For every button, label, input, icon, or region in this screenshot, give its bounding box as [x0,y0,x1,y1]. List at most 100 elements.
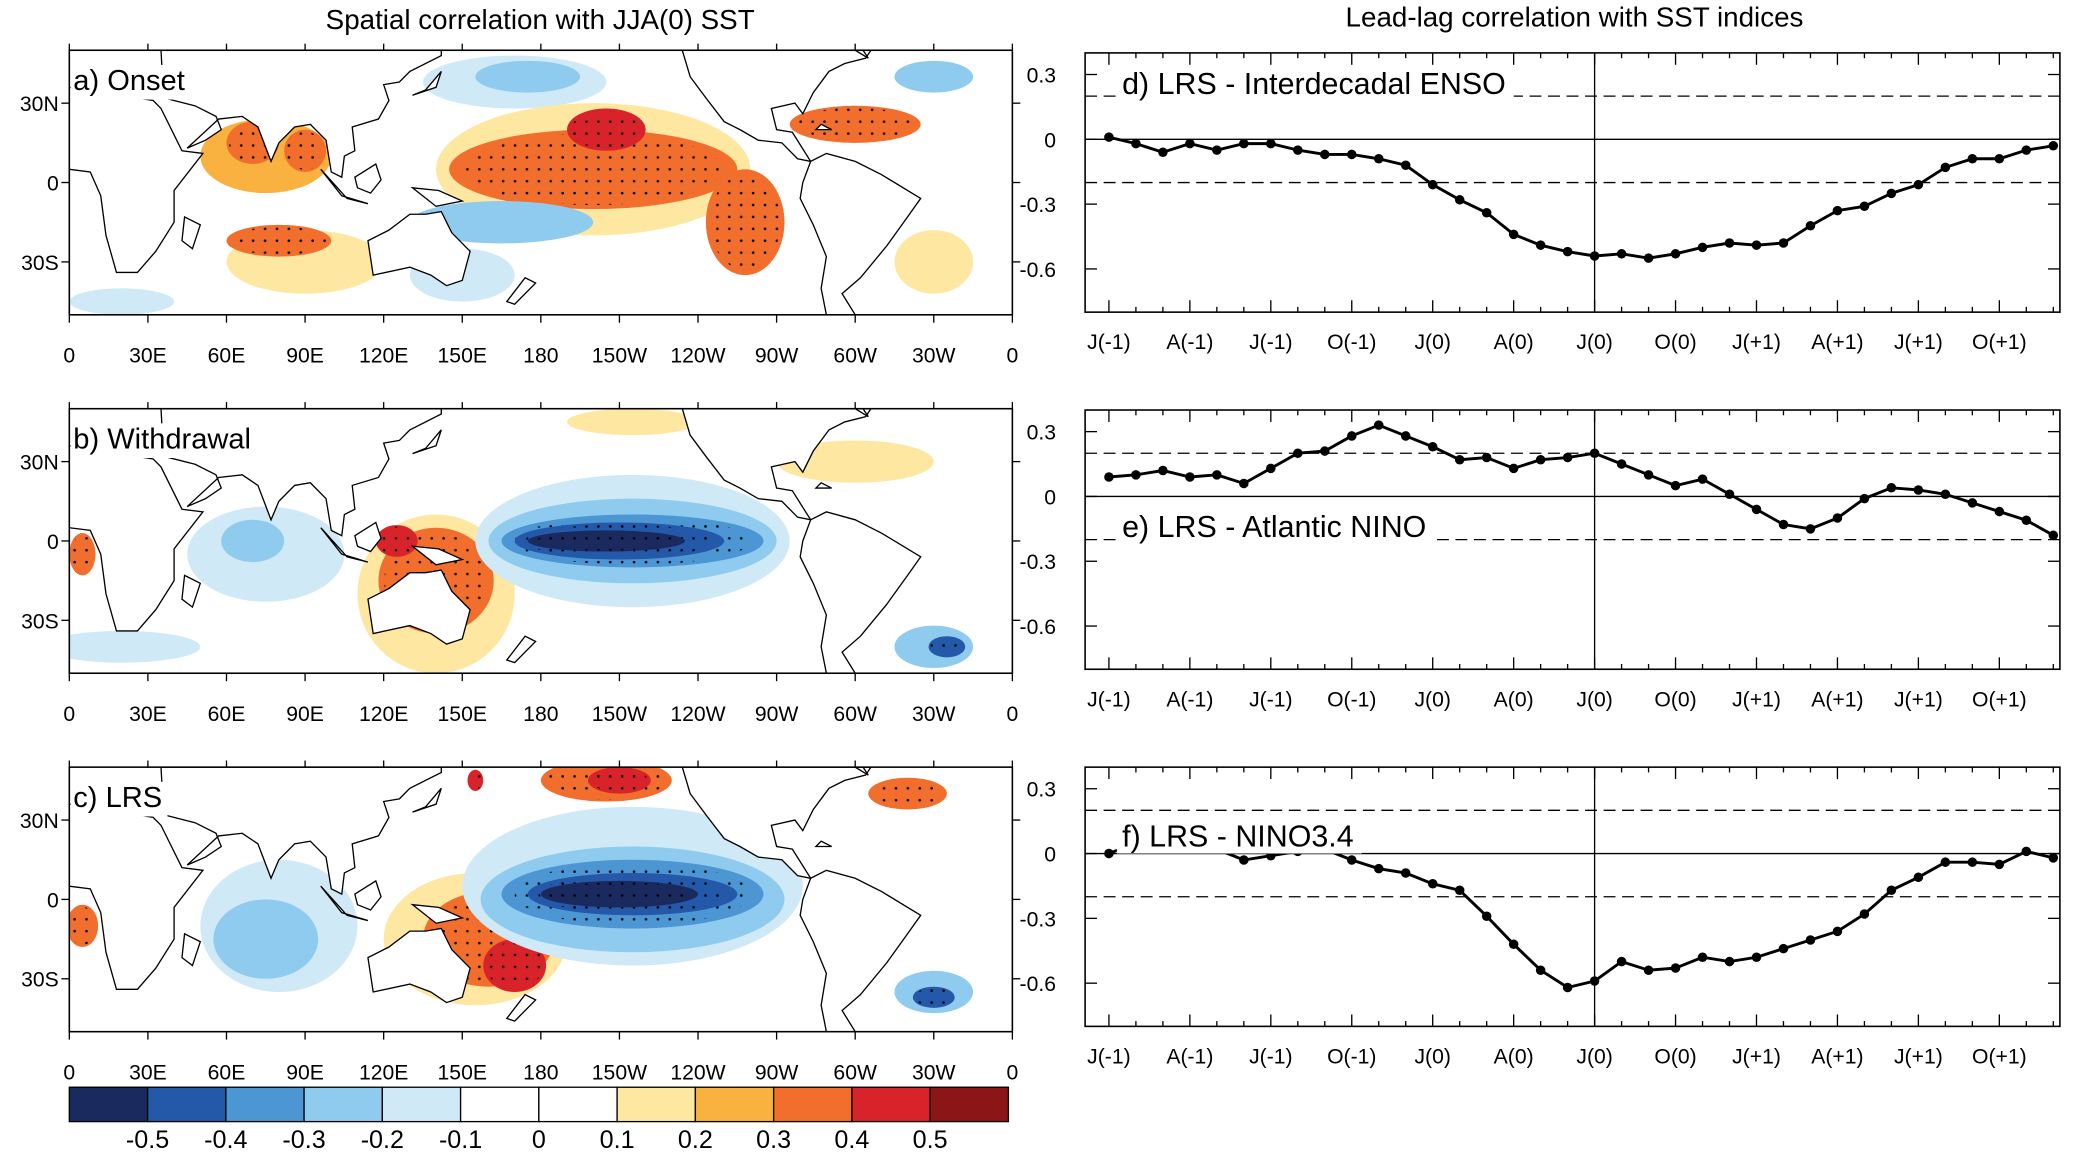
stipple [872,779,943,808]
anomaly [894,230,974,294]
data-point [1427,441,1438,452]
x-tick-label: A(0) [1494,331,1534,354]
data-point [1859,909,1870,919]
x-tick-label: O(-1) [1327,331,1376,354]
x-tick-label: A(-1) [1166,688,1213,711]
data-point [1751,504,1762,515]
colorbar-box [303,1086,384,1123]
stipple [286,131,324,170]
stipple [486,941,543,990]
x-tick-label: 150E [438,1061,487,1084]
title-bg [70,64,191,100]
colorbar-box [68,1086,149,1123]
colorbar-box [381,1086,462,1123]
x-tick-label: O(+1) [1972,331,2027,354]
land [505,276,537,305]
data-point [1508,229,1519,240]
title-bg [1116,509,1435,544]
land [367,927,471,1004]
data-point [1535,454,1546,465]
land [799,511,922,674]
data-point [1805,935,1816,945]
data-point [1967,154,1978,164]
data-point [1320,149,1330,160]
x-tick-label: J(-1) [1087,688,1130,711]
x-tick-label: 0 [1006,703,1018,726]
data-point [1562,246,1573,257]
x-tick-label: J(0) [1414,331,1450,354]
colorbar-box [694,1086,775,1123]
data-point [1400,431,1411,441]
data-point [1886,188,1897,199]
x-tick-label: 60E [208,1061,246,1084]
data-point [1967,498,1978,508]
x-tick-label: 120E [359,1061,408,1084]
data-point [1670,249,1681,259]
data-point [1427,879,1438,889]
land [814,481,832,489]
data-point [1778,519,1789,530]
x-tick-label: J(0) [1576,331,1612,354]
data-point [1697,952,1708,963]
stipple [930,637,964,657]
colorbar-box [851,1086,931,1123]
data-point [1454,885,1465,896]
panel-title: a) Onset [73,65,185,97]
series-line [1108,841,2054,990]
land [681,767,872,880]
data-point [2048,141,2059,151]
land [814,123,832,131]
x-tick-label: 30E [129,1061,167,1084]
land [410,186,465,208]
colorbar-box [225,1086,305,1123]
colorbar-box [146,1086,227,1123]
land [160,50,442,179]
y-tick-label: 0.3 [1027,779,1056,802]
data-point [1616,249,1627,259]
y-tick-label: 0.3 [1027,422,1056,445]
data-point [1562,982,1573,993]
data-point [1104,472,1114,482]
data-point [1562,452,1573,463]
land [505,993,537,1022]
land [853,767,869,776]
data-point [1347,149,1357,160]
title-bg [1116,819,1362,854]
data-point [1697,474,1708,484]
data-point [1266,463,1276,474]
panel-title: d) LRS - Interdecadal ENSO [1122,67,1506,101]
x-tick-label: 150E [438,703,487,726]
land [412,429,442,455]
colorbar-label: 0.2 [678,1126,713,1154]
data-point [1293,448,1303,458]
data-point [1266,138,1276,149]
land [367,210,471,287]
data-point [1185,472,1195,482]
x-tick-label: 180 [523,1061,558,1084]
title-bg [70,423,257,459]
data-point [1940,489,1951,500]
land [853,50,869,59]
x-tick-label: 60W [833,703,877,726]
anomaly [221,519,285,563]
x-tick-label: 120W [670,344,725,367]
y-tick-label: 0 [47,172,59,195]
x-tick-label: A(-1) [1166,331,1213,354]
x-tick-label: 30W [912,703,956,726]
data-point [1670,480,1681,491]
x-tick-label: 30W [912,344,956,367]
data-point [1832,205,1843,216]
x-tick-label: A(-1) [1166,1045,1213,1068]
anomaly [213,899,319,979]
data-point [1239,478,1249,489]
data-point [1104,132,1114,142]
map-field [69,50,1013,315]
data-point [1940,857,1951,867]
stipple [231,226,327,256]
x-tick-label: 90E [286,344,324,367]
land [320,527,369,563]
data-point [1940,162,1951,173]
stipple [548,882,691,907]
x-tick-label: J(0) [1414,1045,1450,1068]
y-tick-label: 30N [20,93,59,116]
